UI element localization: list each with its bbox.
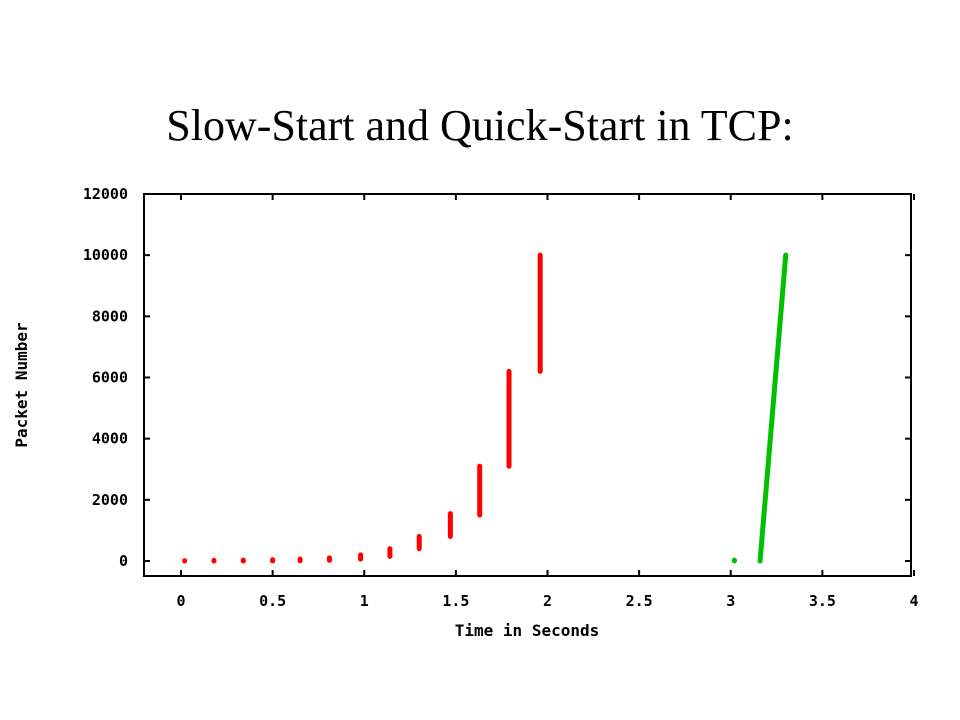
y-axis-label: Packet Number [12,322,31,447]
y-tick-label: 8000 [92,307,128,325]
series-0 [182,252,543,564]
series-1 [731,252,789,564]
y-tick-label: 2000 [92,491,128,509]
x-tick-label: 0 [176,592,185,610]
slide-title: Slow-Start and Quick-Start in TCP: [166,101,794,150]
x-tick-label: 1.5 [442,592,469,610]
data-segment [757,252,789,564]
x-tick-label: 3.5 [809,592,836,610]
y-tick-label: 10000 [83,246,128,264]
plot-frame [143,193,912,577]
y-axis-ticks: 0 2000 4000 6000 8000 10000 12000 [83,185,911,570]
x-axis-label: Time in Seconds [455,621,600,640]
series-layer [182,252,789,564]
x-tick-label: 2.5 [626,592,653,610]
x-tick-label: 1 [360,592,369,610]
x-tick-label: 3 [726,592,735,610]
x-tick-label: 0.5 [259,592,286,610]
y-tick-label: 4000 [92,430,128,448]
x-axis-ticks: 0 0.5 1 1.5 2 2.5 3 3.5 4 [176,194,919,610]
y-tick-label: 0 [119,552,128,570]
y-tick-label: 12000 [83,185,128,203]
x-tick-label: 4 [909,592,918,610]
y-tick-label: 6000 [92,369,128,387]
x-tick-label: 2 [543,592,552,610]
